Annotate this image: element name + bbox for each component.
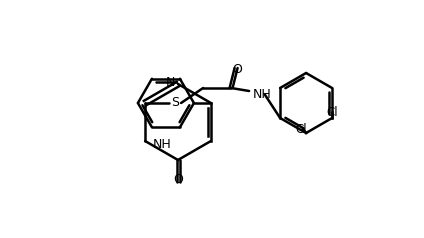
Text: N: N [166,76,175,89]
Text: Cl: Cl [295,123,307,136]
Text: O: O [173,173,183,186]
Text: NH: NH [153,139,172,152]
Text: O: O [232,63,242,76]
Text: NH: NH [253,89,272,101]
Text: S: S [171,96,179,109]
Text: Cl: Cl [326,106,338,119]
